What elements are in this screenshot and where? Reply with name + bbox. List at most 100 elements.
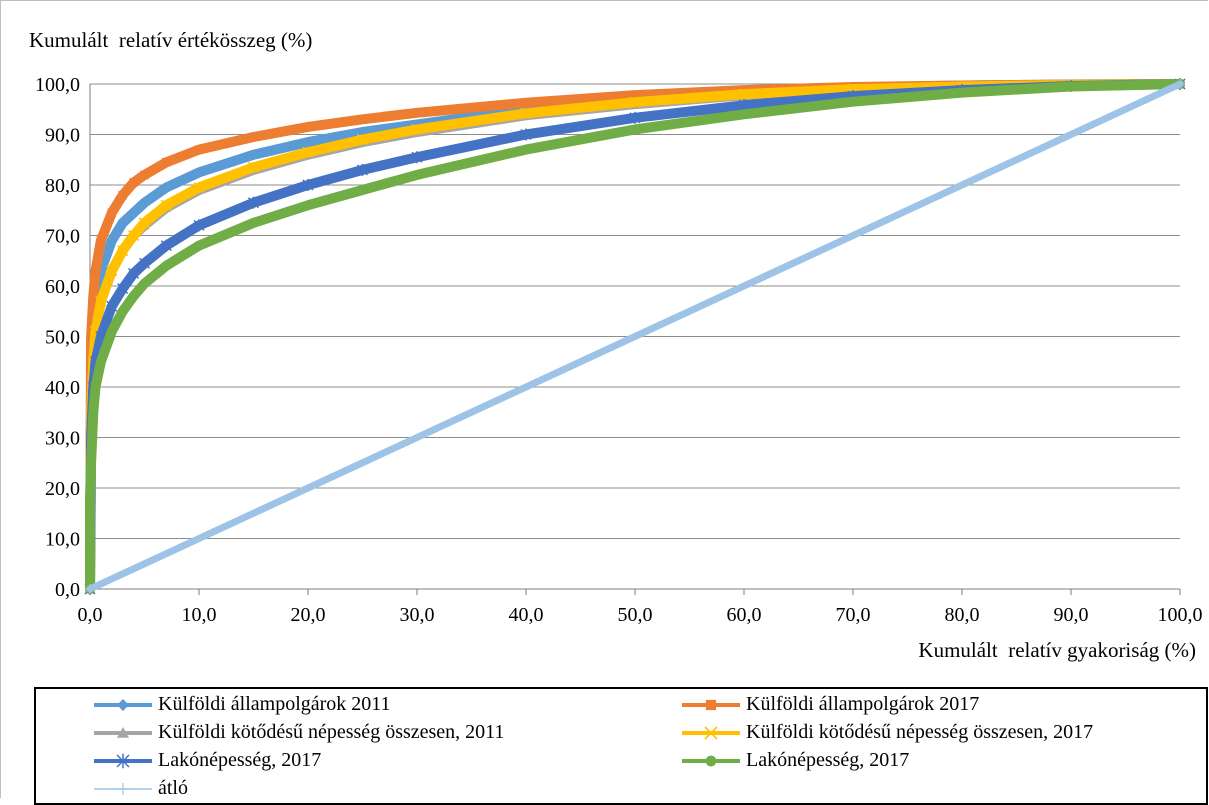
y-tick-label-2: 20,0 [45,478,80,500]
data-point-1-5 [107,208,117,218]
data-point-3-5 [106,265,118,277]
legend-item-6: átló [92,777,188,800]
legend-swatch-1 [682,699,740,710]
x-tick-label-9: 90,0 [1054,604,1089,626]
data-point-1-11 [249,132,258,142]
data-point-0-8 [139,197,150,208]
data-point-5-18 [739,109,749,119]
y-tick-label-7: 70,0 [45,226,80,248]
data-point-3-6 [117,245,129,257]
data-point-3-9 [160,199,172,211]
data-point-3-15 [520,107,532,119]
data-point-4-17 [738,99,750,112]
x-tick-label-3: 30,0 [400,604,435,626]
legend-item-5: Lakónépesség, 2017 [680,749,909,772]
series-line-3 [85,79,1185,594]
legend-label-4: Lakónépesség, 2017 [158,749,322,771]
legend-swatch-4 [94,753,152,768]
x-tick-label-8: 80,0 [945,604,980,626]
data-point-5-3 [88,407,98,417]
data-point-6-0 [85,584,95,594]
data-point-5-9 [140,278,149,288]
data-point-0-5 [106,235,117,246]
data-point-3-10 [193,181,205,194]
data-point-3-16 [629,96,641,108]
data-point-3-17 [738,88,750,100]
legend-marker-4 [116,753,130,768]
data-point-1-13 [358,115,367,124]
series-6 [85,79,1185,594]
data-point-5-20 [957,88,967,98]
y-tick-label-0: 0,0 [55,579,80,601]
data-point-5-15 [412,170,422,180]
legend-marker-3 [704,725,718,740]
data-point-4-15 [520,128,532,141]
data-point-5-14 [358,185,367,195]
data-point-5-1 [85,493,95,503]
data-point-4-16 [629,111,641,124]
legend-item-1: Külföldi állampolgárok 2017 [680,693,979,716]
legend-swatch-6 [94,782,152,795]
x-tick-label-10: 100,0 [1158,604,1203,626]
x-tick-label-0: 0,0 [78,604,103,626]
x-tick-label-2: 20,0 [291,604,326,626]
y-tick-label-5: 50,0 [45,327,80,349]
x-tick-label-5: 50,0 [618,604,653,626]
data-point-5-13 [303,200,313,210]
data-point-1-15 [521,98,531,107]
data-point-5-19 [848,97,858,107]
legend-item-2: Külföldi kötődésű népesség összesen, 201… [92,721,504,744]
series-line-6 [86,80,1184,593]
legend-label-2: Külföldi kötődésű népesség összesen, 201… [158,721,505,743]
legend-label-6: átló [158,777,188,799]
data-point-3-11 [247,161,260,173]
legend-label-3: Külföldi kötődésű népesség összesen, 201… [746,721,1094,743]
data-point-1-12 [303,122,313,132]
x-tick-label-4: 40,0 [509,604,544,626]
data-point-5-12 [249,218,258,228]
data-point-4-12 [302,179,314,191]
data-point-4-11 [247,196,260,209]
legend-item-0: Külföldi állampolgárok 2011 [92,693,391,716]
legend-item-3: Külföldi kötődésű népesség összesen, 201… [680,721,1093,744]
series-line-4 [85,79,1185,594]
y-tick-label-8: 80,0 [45,175,80,197]
y-tick-label-10: 100,0 [35,74,80,96]
data-point-1-16 [630,90,640,100]
legend-swatch-3 [682,725,740,740]
legend-marker-5 [705,755,717,766]
y-tick-label-3: 30,0 [45,428,80,450]
data-point-4-9 [160,239,172,252]
y-tick-label-4: 40,0 [45,377,80,399]
data-point-5-17 [630,124,640,134]
legend-label-5: Lakónépesség, 2017 [746,749,910,771]
data-point-5-2 [86,458,96,468]
data-point-0-11 [248,149,259,160]
data-point-1-6 [118,190,127,200]
data-point-1-7 [129,178,138,187]
data-point-5-7 [118,306,128,316]
data-point-0-6 [117,217,128,228]
legend-marker-0 [117,698,129,711]
data-point-5-11 [194,241,204,251]
data-point-1-10 [194,145,204,154]
data-point-1-14 [412,108,422,118]
data-point-5-5 [96,357,106,367]
data-point-4-13 [356,163,369,176]
data-point-1-9 [162,158,171,167]
y-axis-title: Kumulált relatív értékösszeg (%) [29,28,313,52]
legend-label-0: Külföldi állampolgárok 2011 [158,693,391,715]
data-point-4-6 [117,282,129,295]
plot-area: 0,0 10,0 20,0 30,0 40,0 50,0 60,0 70,0 80,0 90,0 1… [35,74,1203,626]
data-point-1-4 [96,236,106,245]
data-point-5-16 [521,145,531,155]
data-point-5-8 [129,291,139,301]
legend-swatch-5 [682,755,740,766]
data-point-3-7 [128,229,140,242]
x-tick-label-6: 60,0 [727,604,762,626]
data-point-0-9 [161,182,172,193]
x-tick-label-1: 10,0 [182,604,217,626]
data-point-4-5 [106,300,118,313]
data-point-3-13 [356,133,369,146]
